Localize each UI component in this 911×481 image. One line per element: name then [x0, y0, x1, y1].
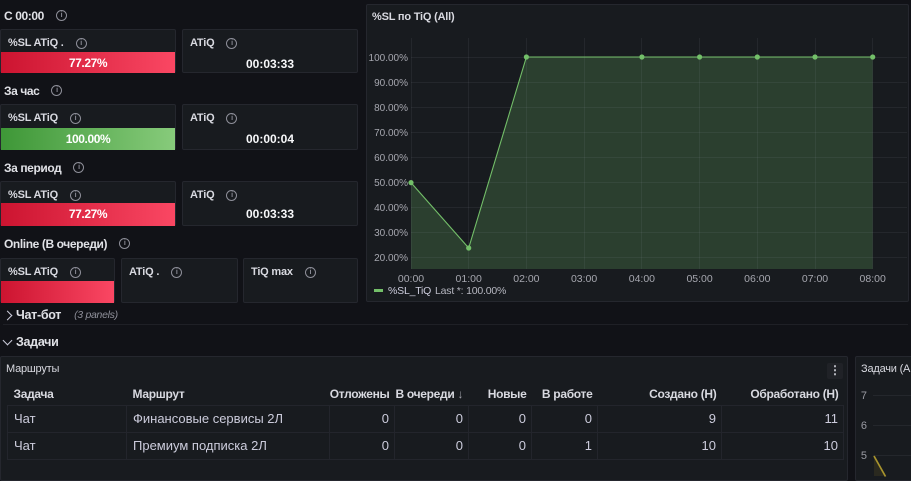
svg-text:%SL_TiQ: %SL_TiQ — [388, 285, 431, 297]
svg-text:03:00: 03:00 — [571, 273, 597, 285]
svg-text:Last *: 100.00%: Last *: 100.00% — [435, 285, 506, 297]
svg-text:5: 5 — [861, 450, 867, 462]
svg-text:100.00%: 100.00% — [369, 53, 409, 64]
svg-text:7: 7 — [861, 390, 867, 402]
svg-text:50.00%: 50.00% — [374, 178, 408, 189]
svg-text:20.00%: 20.00% — [374, 253, 408, 264]
svg-text:06:00: 06:00 — [744, 273, 770, 285]
svg-text:30.00%: 30.00% — [374, 228, 408, 239]
svg-text:40.00%: 40.00% — [374, 203, 408, 214]
svg-text:01:00: 01:00 — [456, 273, 482, 285]
svg-text:6: 6 — [861, 420, 867, 432]
svg-text:90.00%: 90.00% — [374, 78, 408, 89]
svg-text:60.00%: 60.00% — [374, 153, 408, 164]
svg-text:00:00: 00:00 — [398, 273, 424, 285]
svg-text:07:00: 07:00 — [802, 273, 828, 285]
svg-text:80.00%: 80.00% — [374, 103, 408, 114]
svg-text:02:00: 02:00 — [513, 273, 539, 285]
svg-text:70.00%: 70.00% — [374, 128, 408, 139]
svg-text:05:00: 05:00 — [686, 273, 712, 285]
svg-text:08:00: 08:00 — [860, 273, 886, 285]
svg-text:04:00: 04:00 — [629, 273, 655, 285]
